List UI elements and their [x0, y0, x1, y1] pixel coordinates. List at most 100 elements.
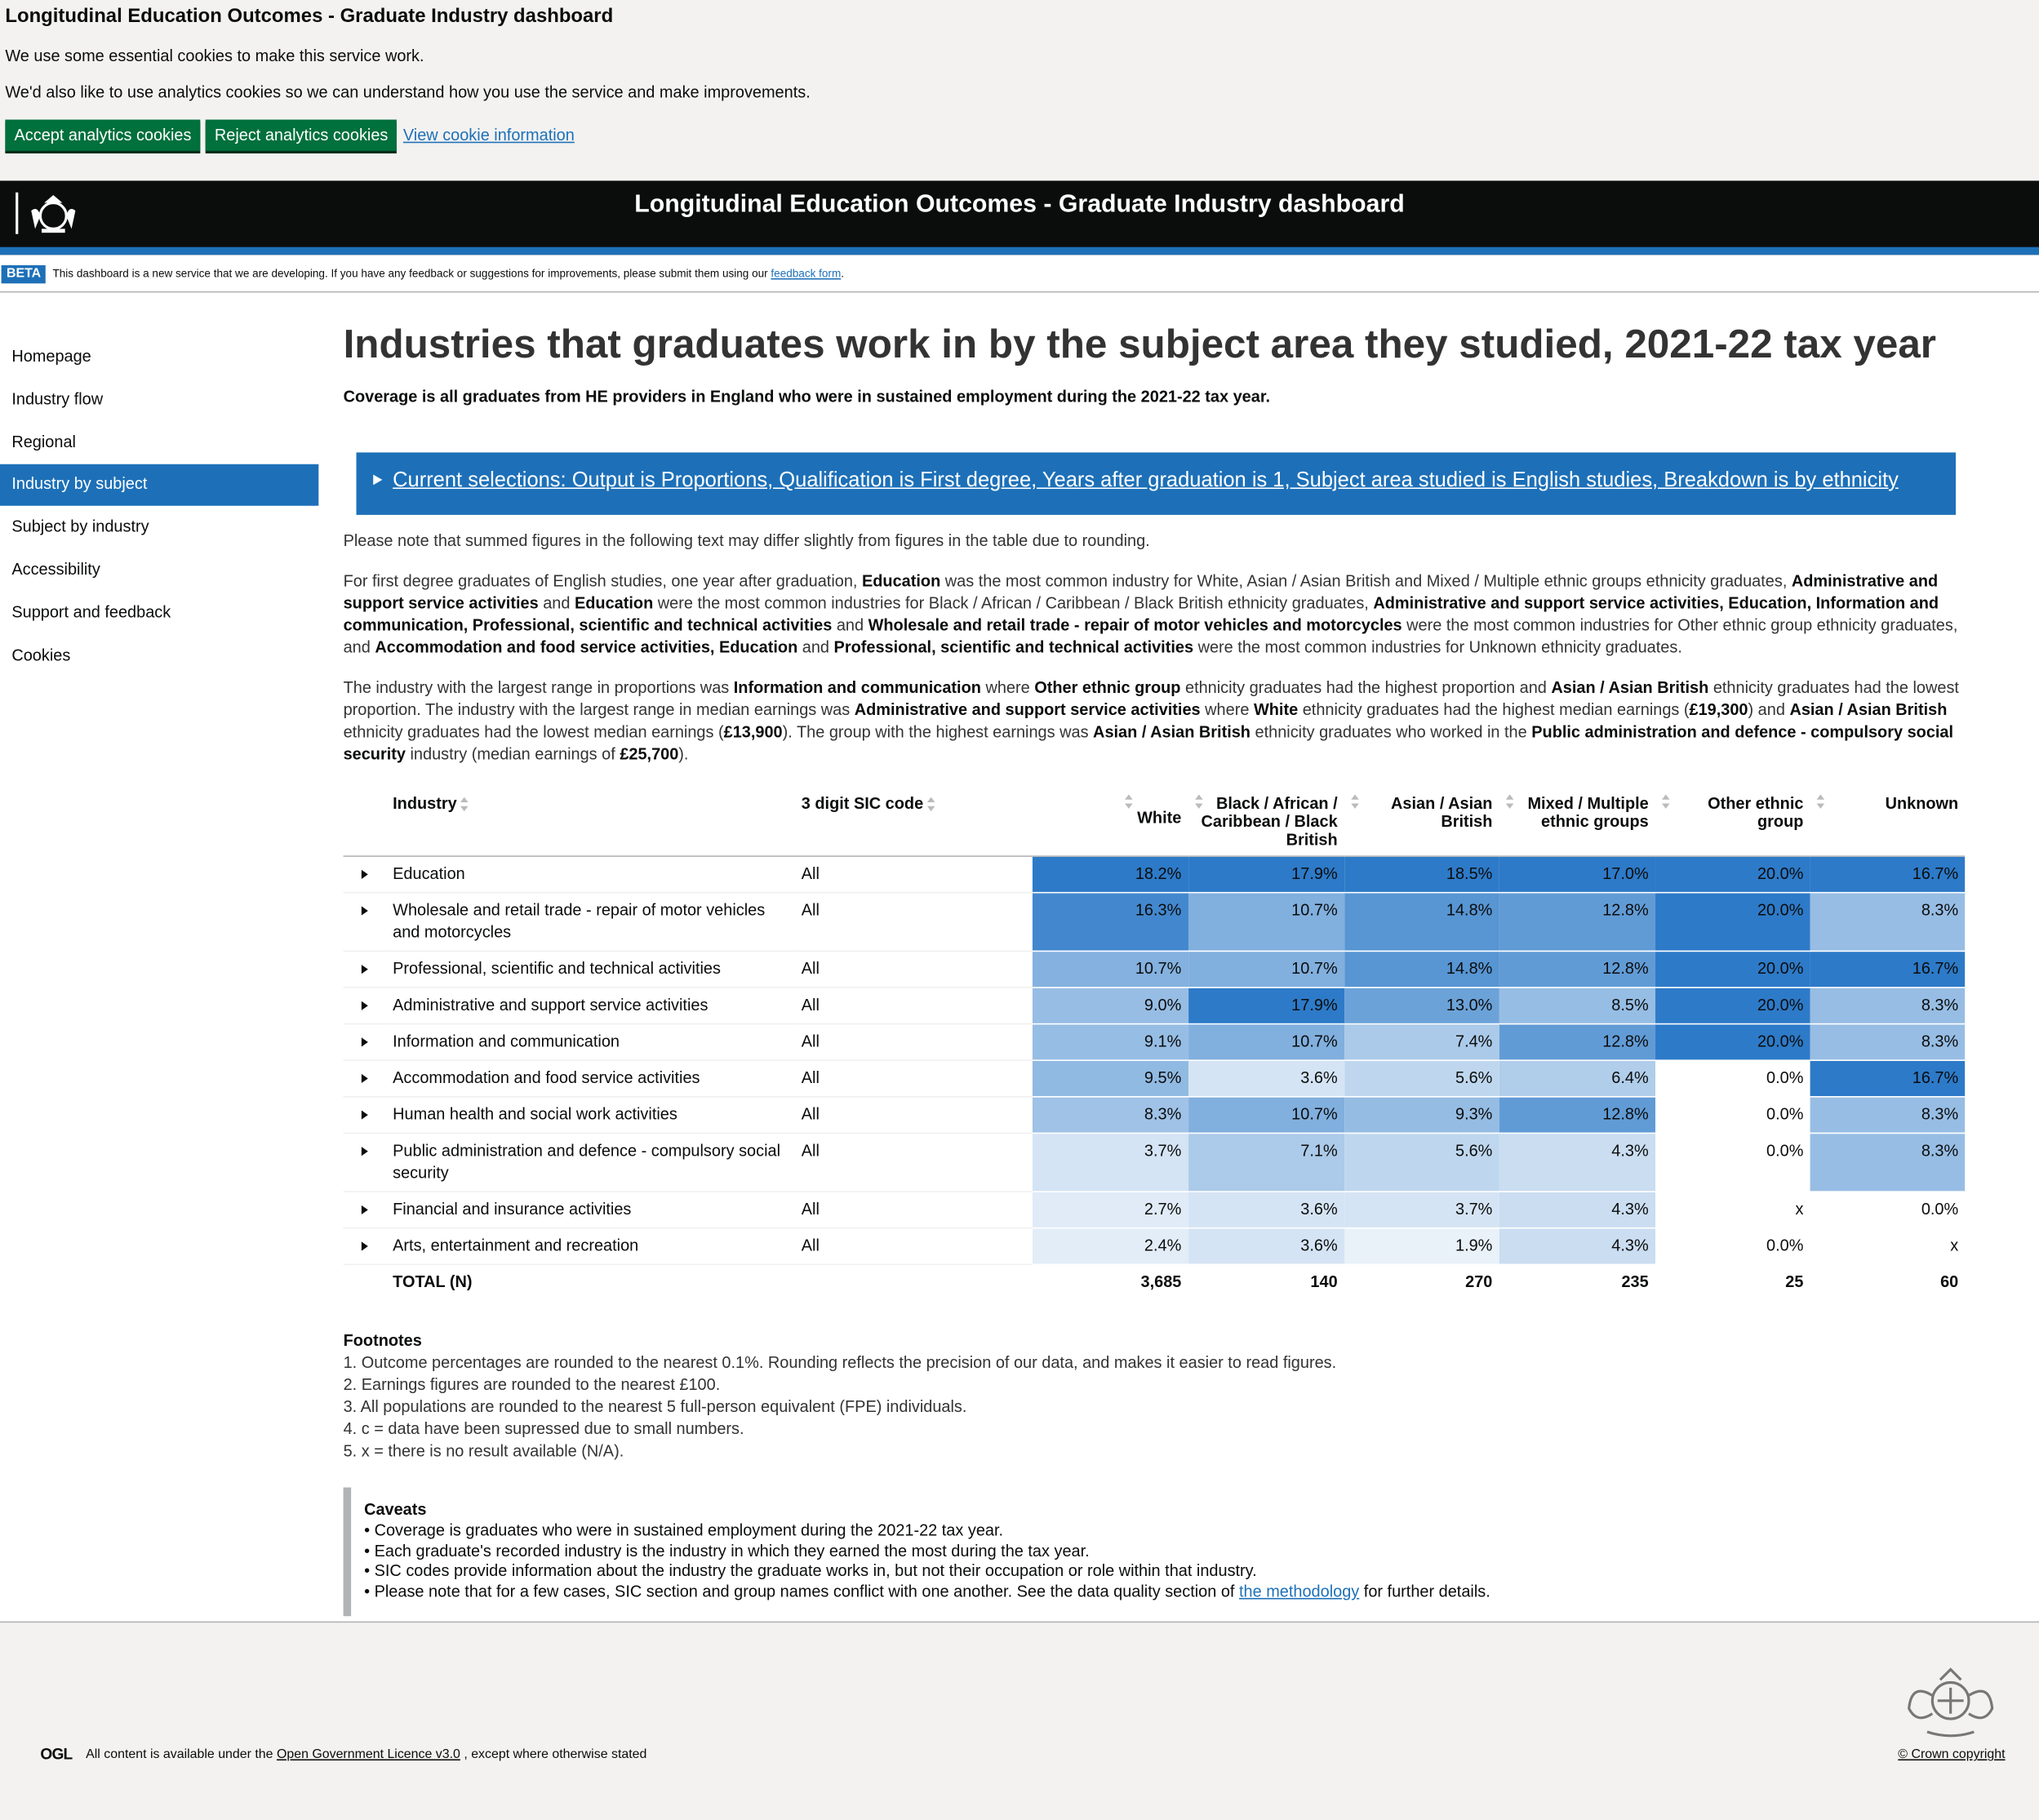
- expand-arrow: [361, 870, 368, 880]
- text: For first degree graduates of English st…: [343, 571, 862, 591]
- data-row[interactable]: Education All 18.2% 17.9% 18.5% 17.0% 20.0% 16.…: [343, 856, 1966, 894]
- column-header[interactable]: Unknown: [1810, 788, 1966, 857]
- value-cell: 0.0%: [1655, 1060, 1810, 1098]
- column-header[interactable]: Asian / Asian British: [1344, 788, 1499, 857]
- expander-cell[interactable]: [343, 987, 387, 1025]
- data-row[interactable]: Administrative and support service activ…: [343, 987, 1966, 1025]
- bold-text: Administrative and support service activ…: [343, 571, 1939, 613]
- nav-item[interactable]: Industry by subject: [0, 464, 319, 506]
- methodology-link[interactable]: the methodology: [1238, 1583, 1360, 1601]
- value-cell: 16.3%: [1033, 892, 1188, 952]
- nav-item[interactable]: Industry flow: [11, 389, 104, 409]
- footnotes: Footnotes 1. Outcome percentages are roun…: [344, 1330, 1969, 1463]
- value-cell: x: [1655, 1192, 1810, 1229]
- value-cell: 8.3%: [1810, 987, 1966, 1025]
- bold-text: £25,700: [620, 744, 679, 764]
- data-row[interactable]: Wholesale and retail trade - repair of m…: [343, 892, 1966, 952]
- sic-cell: All: [794, 987, 1033, 1025]
- table-head: Industry 3 digit SIC code White Black / Afr…: [343, 788, 1966, 857]
- value-cell: 0.0%: [1655, 1133, 1810, 1192]
- sic-cell: All: [794, 1227, 1033, 1266]
- value-cell: 13.0%: [1344, 987, 1499, 1025]
- nav-item[interactable]: Accessibility: [11, 560, 100, 579]
- header-text: Industry: [393, 794, 457, 813]
- caveats-title: Caveats: [364, 1500, 427, 1519]
- selections-text[interactable]: Current selections: Output is Proportion…: [393, 469, 1899, 492]
- expander-cell[interactable]: [343, 1060, 387, 1098]
- header: Longitudinal Education Outcomes - Gradua…: [0, 180, 2039, 255]
- expander-cell[interactable]: [343, 1227, 387, 1266]
- expand-arrow-shape: [361, 1241, 368, 1251]
- value-cell: 17.0%: [1499, 856, 1655, 894]
- bold-text: White: [1253, 700, 1299, 719]
- text: ). The group with the highest earnings w…: [782, 722, 1094, 742]
- feedback-link[interactable]: feedback form: [771, 266, 842, 280]
- value-cell: 10.7%: [1188, 951, 1344, 988]
- data-row[interactable]: Information and communication All 9.1% 10.7…: [343, 1023, 1966, 1061]
- expander-cell[interactable]: [343, 1023, 387, 1061]
- value-cell: 2.4%: [1033, 1227, 1188, 1266]
- expand-arrow-shape: [361, 906, 368, 916]
- text: ethnicity graduates who worked in the: [1250, 722, 1532, 742]
- expand-arrow: [361, 1205, 368, 1215]
- copyright-link[interactable]: © Crown copyright: [1898, 1747, 2006, 1762]
- header-text: White: [1137, 808, 1182, 828]
- bold-text: Asian / Asian British: [1789, 700, 1948, 719]
- side-nav: Homepage Industry flow Regional Industry by…: [0, 335, 319, 677]
- data-row[interactable]: Arts, entertainment and recreation All 2.4…: [343, 1227, 1966, 1266]
- licence-link[interactable]: Open Government Licence v3.0: [276, 1747, 460, 1762]
- reject-button[interactable]: Reject analytics cookies: [205, 119, 398, 151]
- nav-item[interactable]: Subject by industry: [11, 517, 149, 536]
- column-header[interactable]: White: [1033, 788, 1188, 857]
- value-cell: 6.4%: [1499, 1060, 1655, 1098]
- industry-cell: Human health and social work activities: [386, 1096, 795, 1134]
- column-header[interactable]: Mixed / Multiple ethnic groups: [1499, 788, 1655, 857]
- column-header[interactable]: Other ethnic group: [1655, 788, 1810, 857]
- text: and: [797, 638, 834, 657]
- value-cell: 17.9%: [1188, 856, 1344, 894]
- nav-item[interactable]: Homepage: [11, 347, 91, 366]
- text: ethnicity graduates had the highest medi…: [1298, 700, 1690, 719]
- bold-text: Education: [861, 571, 941, 591]
- accept-button[interactable]: Accept analytics cookies: [5, 119, 201, 151]
- expander-cell[interactable]: [343, 951, 387, 988]
- footnote: 3. All populations are rounded to the ne…: [343, 1397, 967, 1416]
- text: The industry with the largest range in p…: [343, 678, 734, 697]
- licence-end: , except where otherwise stated: [460, 1747, 647, 1762]
- sort-icon-shape: [460, 797, 469, 812]
- expander-cell[interactable]: [343, 1096, 387, 1134]
- expander-cell[interactable]: [343, 856, 387, 894]
- value-cell: 12.8%: [1499, 892, 1655, 952]
- data-row[interactable]: Financial and insurance activities All 2.7…: [343, 1192, 1966, 1229]
- data-row[interactable]: Human health and social work activities A…: [343, 1096, 1966, 1134]
- data-row[interactable]: Public administration and defence - comp…: [343, 1133, 1966, 1192]
- value-cell: 8.5%: [1499, 987, 1655, 1025]
- value-cell: 16.7%: [1810, 856, 1966, 894]
- expander-header: [343, 788, 387, 857]
- data-row[interactable]: Accommodation and food service activitie…: [343, 1060, 1966, 1098]
- rounding-note: Please note that summed figures in the f…: [343, 531, 1150, 550]
- nav-item[interactable]: Regional: [11, 433, 76, 451]
- nav-item[interactable]: Cookies: [11, 646, 71, 665]
- footnote: 5. x = there is no result available (N/A…: [343, 1441, 624, 1461]
- expander-cell[interactable]: [343, 892, 387, 952]
- selections-summary[interactable]: Current selections: Output is Proportion…: [356, 452, 1957, 515]
- value-cell: 18.5%: [1344, 856, 1499, 894]
- value-cell: 2.7%: [1033, 1192, 1188, 1229]
- nav-item[interactable]: Support and feedback: [11, 603, 171, 622]
- subtitle: Coverage is all graduates from HE provid…: [343, 387, 1271, 406]
- sort-icon: [1505, 794, 1513, 809]
- caveat: SIC codes provide information about the …: [364, 1562, 1969, 1583]
- cookie-info-link[interactable]: View cookie information: [402, 126, 575, 144]
- caveat-text: Please note that for a few cases, SIC se…: [374, 1583, 1239, 1601]
- ogl-logo: OGL: [40, 1744, 73, 1764]
- column-header[interactable]: Industry: [386, 788, 795, 857]
- value-cell: 10.7%: [1188, 1023, 1344, 1061]
- expander-cell[interactable]: [343, 1192, 387, 1229]
- value-cell: 9.0%: [1033, 987, 1188, 1025]
- expander-cell[interactable]: [343, 1133, 387, 1192]
- column-header[interactable]: Black / African / Caribbean / Black Brit…: [1188, 788, 1344, 857]
- expander-cell: [343, 1263, 387, 1301]
- column-header[interactable]: 3 digit SIC code: [794, 788, 1033, 857]
- data-row[interactable]: Professional, scientific and technical a…: [343, 951, 1966, 988]
